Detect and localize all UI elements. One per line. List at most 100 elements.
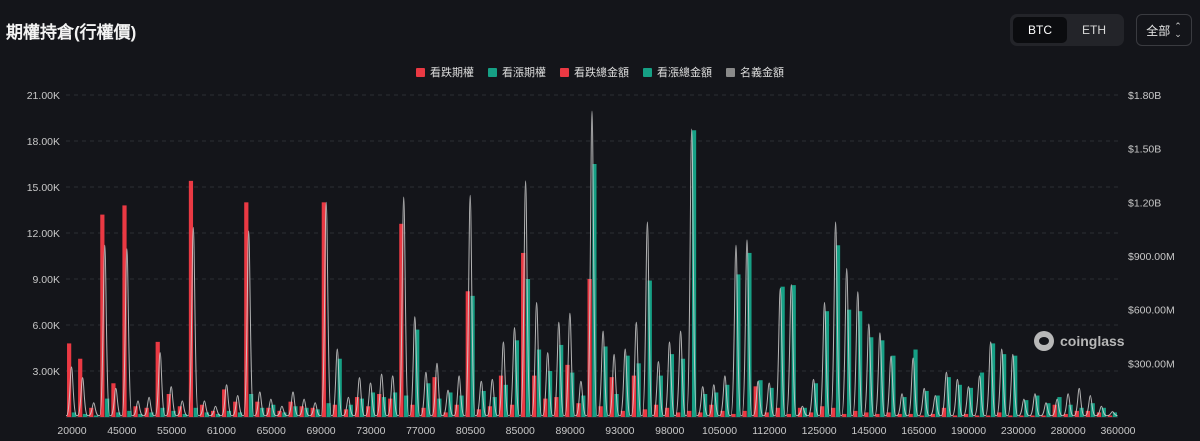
call-bar <box>226 410 232 417</box>
put-bar <box>100 214 105 417</box>
legend-swatch <box>416 67 425 77</box>
y-left-tick-label: 6.00K <box>33 320 60 332</box>
legend-item-puts[interactable]: 看跌期權 <box>416 64 474 80</box>
call-bar <box>138 413 143 417</box>
put-bar <box>321 202 326 417</box>
y-right-tick-label: $1.20B <box>1128 197 1161 209</box>
put-bar <box>343 409 349 417</box>
call-bar <box>304 407 309 417</box>
put-bar <box>764 412 769 417</box>
put-bar <box>332 404 338 417</box>
call-bar <box>503 384 508 417</box>
put-bar <box>742 410 747 417</box>
call-bar <box>758 380 763 417</box>
put-bar <box>875 413 880 417</box>
y-left-tick-label: 12.00K <box>27 228 60 240</box>
put-bar <box>731 413 736 417</box>
put-bar <box>864 412 869 417</box>
call-bar <box>1079 407 1084 417</box>
x-tick-label: 360000 <box>1100 425 1135 437</box>
call-bar <box>326 403 331 417</box>
put-bar <box>454 404 459 417</box>
y-left-tick-label: 15.00K <box>27 182 60 194</box>
x-tick-label: 280000 <box>1051 425 1086 437</box>
page-title: 期權持倉(行權價) <box>6 23 137 42</box>
tab-btc[interactable]: BTC <box>1013 17 1067 43</box>
x-tick-label: 85000 <box>506 425 535 437</box>
legend-item-calls[interactable]: 看漲期權 <box>488 64 546 80</box>
legend-item-put-value[interactable]: 看跌總金額 <box>560 64 629 80</box>
x-tick-label: 61000 <box>207 425 236 437</box>
call-bar <box>293 406 298 417</box>
y-left-tick-label: 3.00K <box>33 366 60 378</box>
call-bar <box>171 410 176 417</box>
call-bar <box>160 407 165 417</box>
legend-label: 名義金額 <box>740 67 784 79</box>
put-bar <box>122 205 127 417</box>
put-bar <box>687 410 692 417</box>
call-bar <box>968 387 974 417</box>
put-bar <box>576 403 581 417</box>
expiry-select-value: 全部 <box>1146 23 1171 38</box>
put-bar <box>997 412 1002 417</box>
put-bar <box>975 415 980 417</box>
put-bar <box>1063 413 1068 417</box>
legend-item-notional[interactable]: 名義金額 <box>726 64 784 80</box>
x-tick-label: 45000 <box>107 425 136 437</box>
put-bar <box>808 412 814 417</box>
watermark-text: coinglass <box>1060 333 1125 349</box>
call-bar <box>913 349 918 417</box>
notional-line <box>65 110 1118 417</box>
call-bar <box>260 407 265 417</box>
y-right-tick-label: $600.00M <box>1128 305 1175 317</box>
x-tick-label: 93000 <box>605 425 634 437</box>
put-bar <box>698 412 703 417</box>
put-bar <box>853 410 858 417</box>
put-bar <box>266 407 271 417</box>
put-bar <box>188 180 194 417</box>
call-bar <box>1013 355 1018 417</box>
call-bar <box>204 412 209 417</box>
put-bar <box>930 413 935 417</box>
call-bar <box>182 413 187 417</box>
put-bar <box>665 407 670 417</box>
chart-legend: 看跌期權 看漲期權 看跌總金額 看漲總金額 名義金額 <box>0 64 1200 80</box>
put-bar <box>1096 412 1102 417</box>
legend-item-call-value[interactable]: 看漲總金額 <box>643 64 712 80</box>
tab-eth[interactable]: ETH <box>1082 23 1106 37</box>
legend-label: 看跌總金額 <box>574 67 629 79</box>
put-bar <box>67 343 72 417</box>
put-bar <box>155 341 160 417</box>
x-tick-label: 73000 <box>356 425 385 437</box>
put-bar <box>210 410 216 417</box>
call-bar <box>82 413 88 417</box>
legend-label: 看跌期權 <box>430 67 474 79</box>
call-bar <box>570 372 575 417</box>
call-bar <box>93 415 99 417</box>
put-bar <box>476 409 481 417</box>
y-right-tick-label: $900.00M <box>1128 251 1175 263</box>
put-bar <box>786 413 792 417</box>
put-bar <box>277 410 282 417</box>
x-tick-label: 112000 <box>752 425 786 437</box>
expiry-select[interactable]: 全部 ⌃ ⌄ <box>1136 14 1192 46</box>
x-tick-label: 77000 <box>406 425 435 437</box>
y-right-tick-label: $1.50B <box>1128 144 1161 156</box>
put-bar <box>620 410 625 417</box>
put-bar <box>842 413 847 417</box>
put-bar <box>1008 415 1013 417</box>
call-bar <box>404 395 409 417</box>
call-bar <box>282 412 287 417</box>
call-bar <box>127 410 132 417</box>
call-bar <box>249 394 254 417</box>
put-bar <box>897 413 902 417</box>
put-bar <box>1074 410 1079 417</box>
put-bar <box>509 404 515 417</box>
call-bar <box>1057 397 1062 417</box>
put-bar <box>487 406 493 417</box>
put-bar <box>642 409 648 417</box>
x-tick-label: 165000 <box>901 425 936 437</box>
legend-label: 看漲期權 <box>502 67 546 79</box>
legend-swatch <box>560 67 569 77</box>
